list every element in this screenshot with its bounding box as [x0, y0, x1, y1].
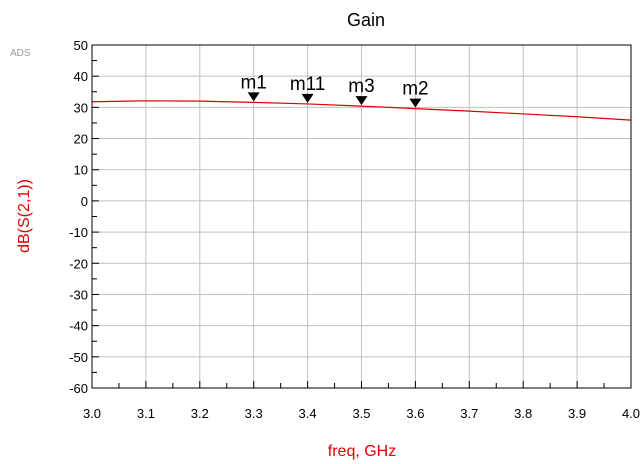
plot-frame [91, 44, 632, 389]
x-tick-label: 3.3 [245, 406, 263, 421]
marker-label: m11 [290, 74, 326, 95]
x-tick-labels: 3.0 3.1 3.2 3.3 3.4 3.5 3.6 3.7 3.8 3.9 4.0 [83, 406, 640, 421]
marker-triangle [301, 93, 314, 103]
y-axis-label: dB(S(2,1)) [16, 179, 33, 253]
marker-triangle [409, 98, 422, 108]
marker-label: m1 [240, 72, 266, 93]
y-tick-label: -20 [69, 256, 88, 271]
y-tick-labels: 50 40 30 20 10 0 -10 -20 -30 -40 -50 -60 [69, 38, 88, 396]
ads-watermark: ADS [10, 48, 31, 59]
x-tick-label: 3.1 [137, 406, 155, 421]
x-tick-label: 4.0 [622, 406, 640, 421]
x-tick-label: 3.8 [514, 406, 532, 421]
series-layer [91, 100, 632, 121]
y-tick-label: -50 [69, 350, 88, 365]
x-tick-label: 3.0 [83, 406, 101, 421]
x-axis-label: freq, GHz [328, 443, 396, 460]
y-tick-label: 20 [74, 132, 88, 147]
y-tick-label: 30 [74, 100, 88, 115]
x-tick-label: 3.7 [460, 406, 478, 421]
y-tick-label: 50 [74, 38, 88, 53]
series-line-dB-S21 [91, 100, 632, 121]
marker-triangle [247, 92, 260, 102]
x-tick-label: 3.4 [299, 406, 317, 421]
marker-label: m3 [348, 76, 374, 97]
y-tick-label: 0 [81, 194, 88, 209]
x-tick-label: 3.6 [406, 406, 424, 421]
y-tick-label: -10 [69, 225, 88, 240]
y-tick-label: -40 [69, 319, 88, 334]
marker-triangle [355, 96, 368, 106]
y-tick-label: -30 [69, 287, 88, 302]
x-tick-label: 3.9 [568, 406, 586, 421]
x-tick-label: 3.2 [191, 406, 209, 421]
y-tick-label: -60 [69, 381, 88, 396]
x-tick-label: 3.5 [352, 406, 370, 421]
y-tick-label: 40 [74, 69, 88, 84]
y-tick-label: 10 [74, 163, 88, 178]
chart-title: Gain [347, 10, 385, 30]
marker-label: m2 [402, 79, 428, 100]
marker-layer: m1 m11 m3 m2 [240, 72, 429, 108]
